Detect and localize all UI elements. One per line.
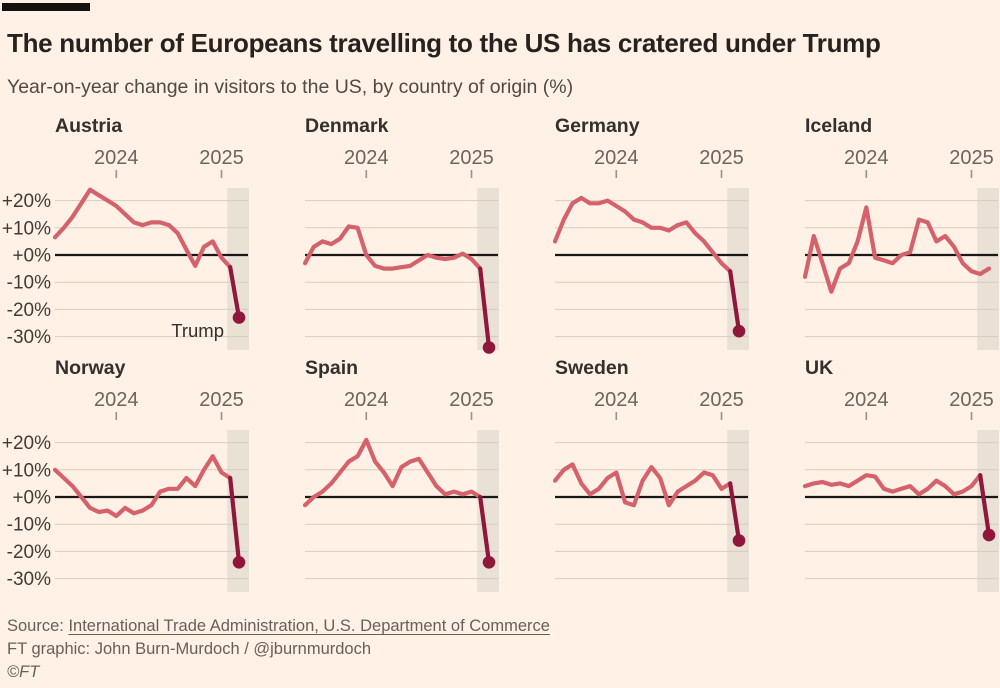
year-label-2025: 2025 [449,389,494,411]
chart-panel-title-denmark: Denmark [305,115,389,137]
chart-subtitle: Year-on-year change in visitors to the U… [7,76,574,98]
series-line-plunge [978,473,992,538]
y-axis-label: -10% [7,273,51,294]
credit-line: FT graphic: John Burn-Murdoch / @jburnmu… [7,640,372,658]
chart-panel-norway: Norway +20% +10% +0% -10% -20% -30% 2024 2025 [0,355,250,597]
chart-panel-title-austria: Austria [55,115,123,137]
year-label-2024: 2024 [94,147,139,169]
trump-period-band [727,430,749,592]
end-dot [232,556,246,569]
chart-panel-sweden: Sweden 2024 2025 [500,355,750,597]
series-line [302,437,483,508]
y-axis-label: -20% [7,542,51,563]
y-axis-label: -30% [7,569,51,590]
small-multiples-grid: Austria +20% +10% +0% -10% -20% -30% 2024 2025 Tr… [0,113,1000,597]
series-line [552,462,733,508]
chart-sweden: 2024 2025 [552,389,749,592]
chart-footer: Source: International Trade Administrati… [7,615,550,684]
chart-panel-spain: Spain 2024 2025 [250,355,500,597]
y-axis-label: -10% [7,515,51,536]
year-label-2024: 2024 [594,389,639,411]
year-label-2024: 2024 [344,389,389,411]
end-dot [232,311,246,324]
chart-panel-title-norway: Norway [55,357,126,379]
y-axis-label: +0% [12,488,51,509]
chart-iceland: 2024 2025 [802,147,999,350]
year-label-2024: 2024 [844,389,889,411]
year-label-2024: 2024 [344,147,389,169]
chart-norway: +20% +10% +0% -10% -20% -30% 2024 2025 [2,389,249,592]
y-axis-label: -20% [7,300,51,321]
series-line-plunge [228,265,242,320]
chart-spain: 2024 2025 [302,389,499,592]
end-dot [982,528,996,542]
chart-panel-title-sweden: Sweden [555,357,629,379]
end-dot [732,324,746,338]
series-line-plunge [478,494,492,565]
chart-uk: 2024 2025 [802,389,999,592]
series-line-plunge [478,266,492,350]
chart-panel-iceland: Iceland 2024 2025 [750,113,1000,355]
copyright-mark: ©FT [7,663,40,681]
year-label-2024: 2024 [594,147,639,169]
trump-period-band [977,430,999,592]
chart-panel-uk: UK 2024 2025 [750,355,1000,597]
y-axis-label: +10% [2,218,51,239]
y-axis-label: +20% [2,191,51,212]
chart-austria: +20% +10% +0% -10% -20% -30% 2024 2025 Trump [2,147,249,350]
year-label-2025: 2025 [699,389,744,411]
y-axis-label: +20% [2,433,51,454]
source-link[interactable]: International Trade Administration, U.S.… [68,617,550,635]
source-line: Source: International Trade Administrati… [7,615,550,638]
series-line-plunge [728,481,742,543]
series-line-plunge [728,269,742,334]
series-line [52,187,233,270]
year-label-2025: 2025 [949,147,994,169]
chart-title: The number of Europeans travelling to th… [7,28,881,58]
chart-denmark: 2024 2025 [302,147,499,354]
series-line [802,205,992,294]
year-label-2025: 2025 [199,389,244,411]
y-axis-label: +0% [12,246,51,267]
year-label-2025: 2025 [699,147,744,169]
chart-panel-title-uk: UK [805,357,834,379]
source-prefix: Source: [7,617,69,635]
chart-panel-title-germany: Germany [555,115,640,137]
year-label-2025: 2025 [449,147,494,169]
series-line [302,224,483,271]
year-label-2025: 2025 [199,147,244,169]
series-line [552,195,733,274]
series-line-plunge [228,475,242,565]
chart-germany: 2024 2025 [552,147,749,350]
series-line [52,454,233,519]
ft-brand-bar [2,3,90,11]
end-dot [732,534,746,547]
chart-panel-germany: Germany 2024 2025 [500,113,750,355]
chart-panel-austria: Austria +20% +10% +0% -10% -20% -30% 2024 2025 Tr… [0,113,250,355]
y-axis-label: +10% [2,460,51,481]
y-axis-label: -30% [7,327,51,348]
year-label-2024: 2024 [844,147,889,169]
end-dot [482,341,496,354]
end-dot [482,556,496,569]
chart-panel-title-spain: Spain [305,357,359,379]
chart-panel-title-iceland: Iceland [805,115,873,137]
trump-annotation: Trump [171,320,224,341]
year-label-2024: 2024 [94,389,139,411]
series-line [802,473,983,497]
year-label-2025: 2025 [949,389,994,411]
chart-panel-denmark: Denmark 2024 2025 [250,113,500,355]
